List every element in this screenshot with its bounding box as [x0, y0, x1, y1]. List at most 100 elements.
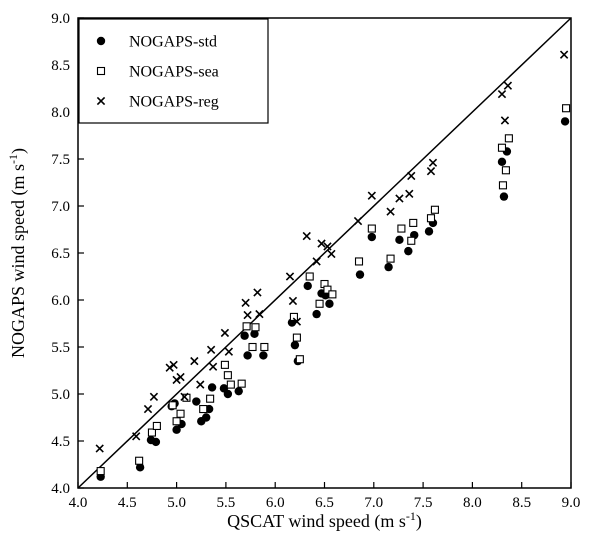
data-point	[192, 397, 201, 406]
y-axis-label-superscript: -1	[6, 154, 20, 164]
x-tick-label: 8.0	[463, 495, 482, 511]
y-tick-label: 8.0	[51, 105, 70, 121]
data-point	[407, 171, 416, 181]
reference-line-layer	[77, 17, 572, 489]
data-point	[151, 437, 161, 447]
x-tick-label: 7.5	[414, 495, 433, 511]
data-point	[206, 394, 215, 403]
legend-label: NOGAPS-reg	[129, 94, 219, 111]
data-point	[251, 323, 260, 332]
data-point	[497, 143, 507, 152]
data-point	[426, 167, 436, 176]
y-tick-label: 4.0	[51, 481, 70, 497]
data-point	[242, 322, 251, 331]
data-point	[253, 288, 262, 297]
data-point	[132, 432, 141, 441]
data-point	[196, 380, 205, 389]
data-point	[240, 331, 249, 340]
data-point	[409, 218, 418, 227]
data-point	[226, 380, 235, 389]
data-point	[407, 236, 416, 245]
data-points-layer	[95, 50, 571, 481]
data-point	[135, 456, 144, 465]
data-point	[305, 272, 314, 281]
data-point	[367, 224, 376, 233]
y-axis-label-end: )	[8, 148, 29, 154]
data-point	[243, 351, 252, 360]
data-point	[295, 355, 304, 364]
data-point	[312, 309, 321, 319]
x-tick-label: 5.0	[167, 495, 186, 511]
data-point	[95, 444, 104, 453]
data-point	[499, 192, 509, 201]
data-point	[428, 158, 438, 167]
x-axis-label-end: )	[416, 511, 422, 532]
series-nogaps-reg	[95, 50, 569, 453]
legend-marker	[96, 66, 106, 76]
data-point	[559, 50, 569, 59]
data-point	[220, 360, 229, 369]
x-tick-label: 4.5	[118, 495, 137, 511]
data-point	[354, 257, 364, 266]
data-point	[292, 333, 301, 342]
y-tick-label: 8.5	[51, 58, 70, 74]
data-point	[237, 379, 246, 388]
y-tick-label: 6.5	[51, 246, 70, 262]
data-point	[498, 181, 508, 190]
data-point	[199, 404, 208, 414]
legend-label: NOGAPS-sea	[129, 64, 219, 81]
data-point	[302, 231, 311, 241]
data-point	[560, 117, 570, 126]
x-tick-label: 6.5	[315, 495, 334, 511]
data-point	[285, 272, 295, 281]
data-point	[501, 166, 510, 175]
x-axis-label-main: QSCAT wind speed (m s	[227, 511, 406, 532]
data-point	[248, 342, 257, 352]
data-point	[96, 467, 105, 476]
data-point	[328, 290, 337, 299]
data-point	[260, 342, 269, 352]
data-point	[143, 404, 153, 414]
axis-ticks-layer: 4.0 4.5 5.0 5.5 6.0 6.5 7.0 7.5 8.0 8.5 9.0 4.0 4.5 5…	[51, 11, 580, 511]
data-point	[504, 134, 513, 143]
data-point	[325, 299, 334, 308]
series-nogaps-std	[96, 117, 570, 481]
y-tick-label: 5.5	[51, 340, 70, 356]
data-point	[135, 463, 145, 472]
data-point	[386, 207, 395, 216]
data-point	[367, 232, 377, 242]
data-point	[234, 386, 243, 396]
data-point	[290, 340, 300, 350]
data-point	[397, 224, 406, 233]
data-point	[312, 257, 321, 266]
series-nogaps-sea	[96, 104, 571, 476]
data-point	[190, 356, 199, 366]
data-point	[180, 392, 189, 401]
x-axis-label: QSCAT wind speed (m s-1)	[227, 509, 422, 532]
data-point	[323, 242, 332, 251]
y-tick-label: 7.5	[51, 152, 70, 168]
x-tick-label: 9.0	[562, 495, 581, 511]
data-point	[426, 214, 436, 223]
data-point	[223, 389, 233, 399]
x-tick-label: 6.0	[266, 495, 285, 511]
data-point	[430, 205, 439, 214]
data-point	[386, 254, 395, 263]
y-axis-label: NOGAPS wind speed (m s-1)	[6, 148, 29, 358]
data-point	[220, 328, 230, 338]
y-tick-label: 6.0	[51, 293, 70, 309]
data-point	[176, 372, 185, 382]
y-tick-label: 7.0	[51, 199, 70, 215]
data-point	[152, 421, 161, 431]
data-point	[315, 299, 324, 308]
data-point	[289, 312, 298, 321]
data-point	[201, 413, 211, 422]
data-point	[208, 362, 218, 371]
data-point	[147, 428, 156, 437]
data-point	[367, 191, 376, 200]
one-to-one-line	[77, 17, 572, 489]
legend-box	[78, 18, 269, 124]
data-point	[395, 194, 404, 203]
data-point	[255, 309, 264, 319]
